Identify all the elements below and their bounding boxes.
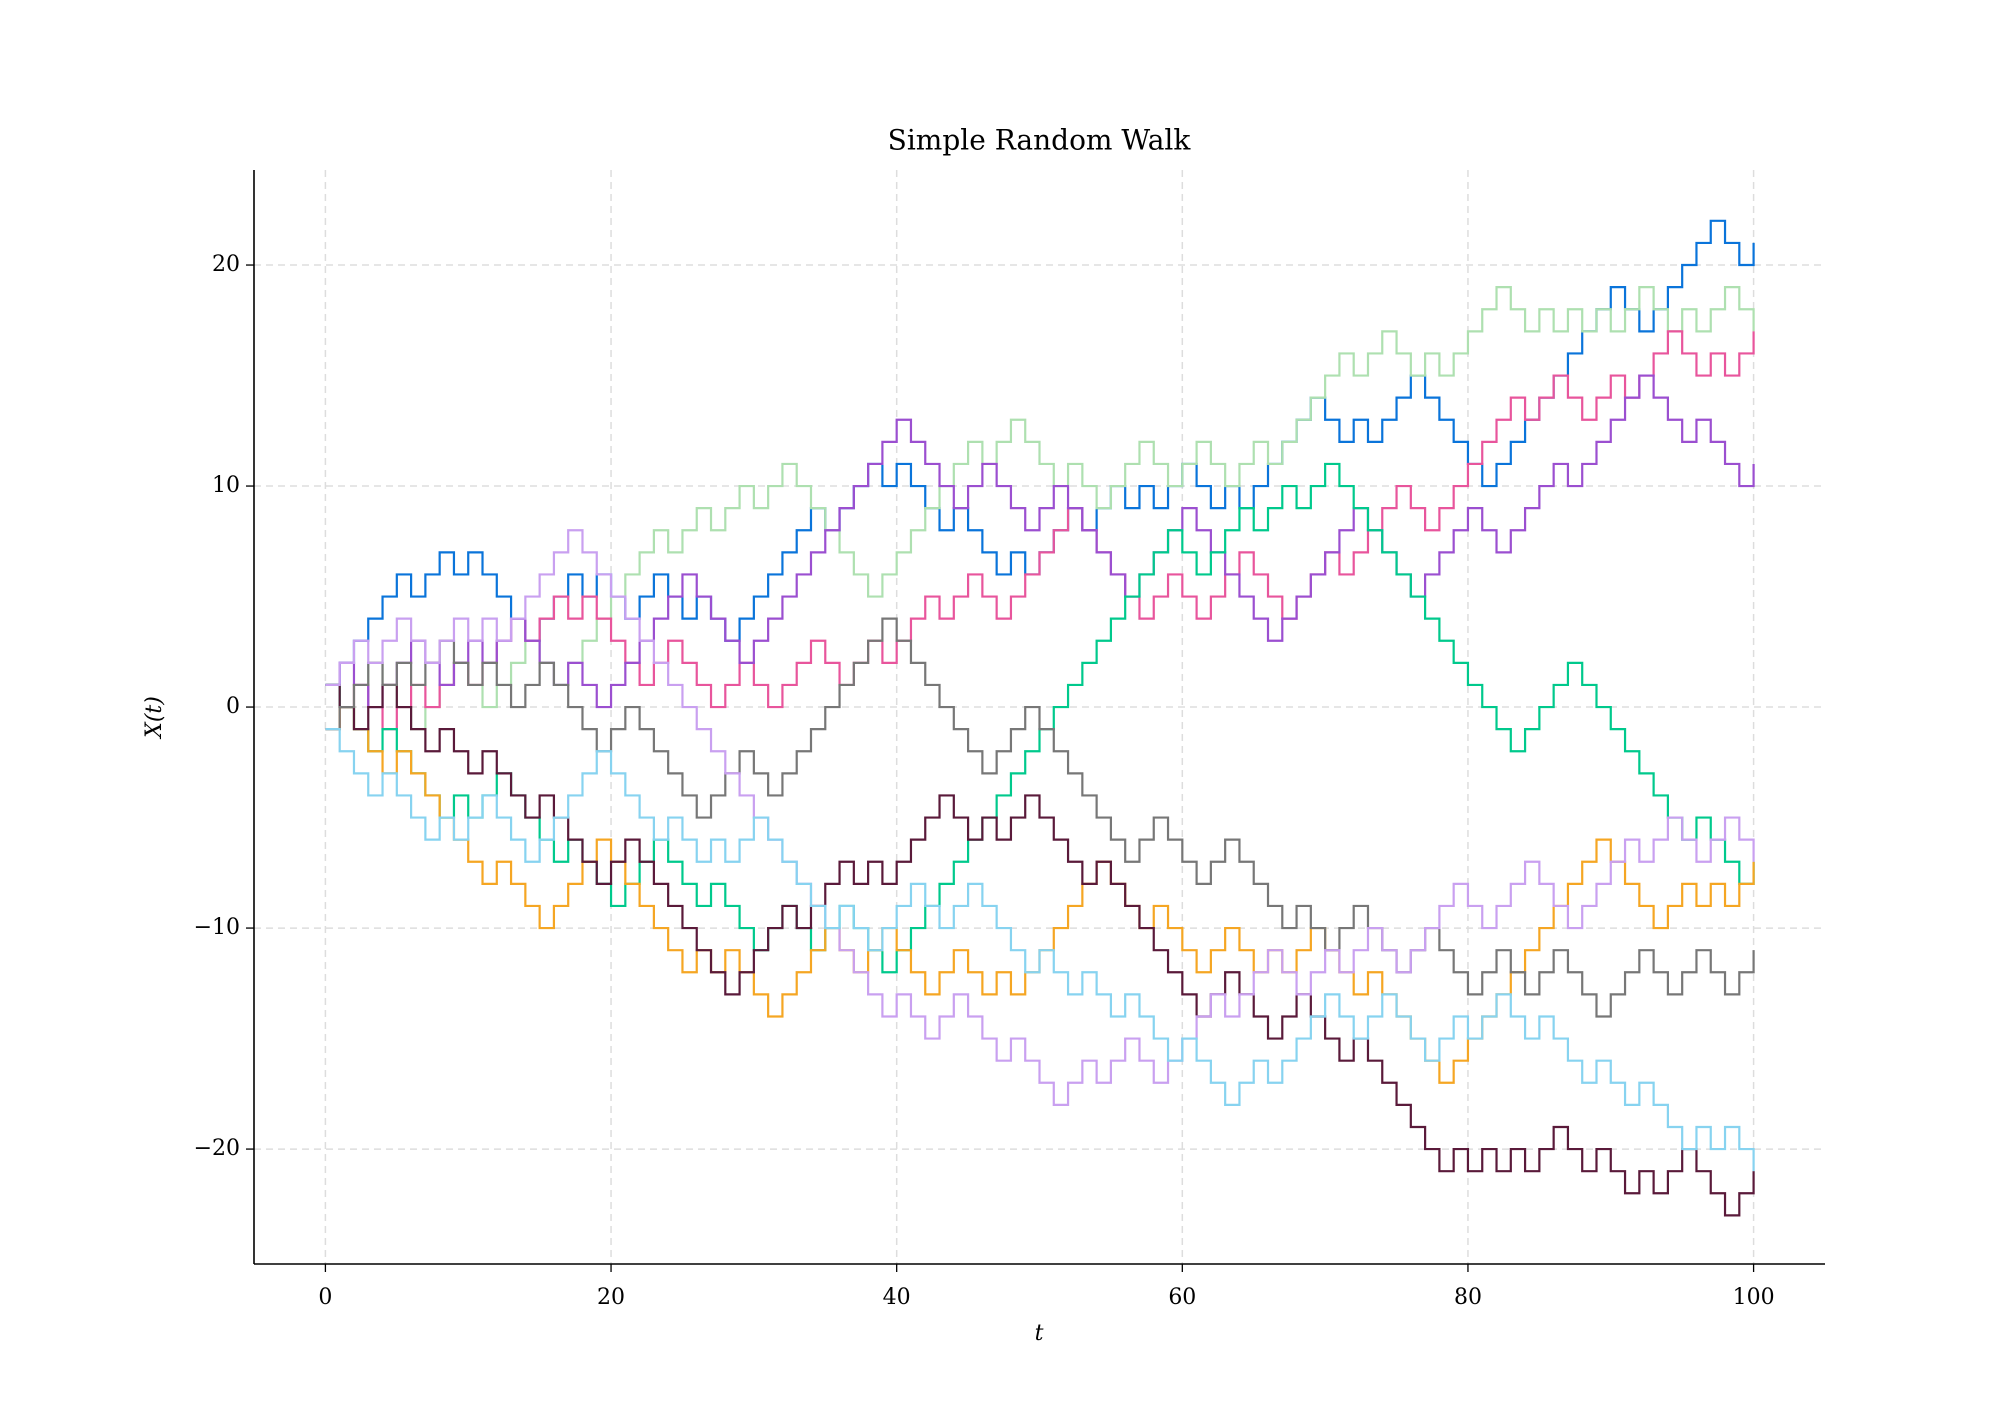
- x-tick-label: 0: [318, 1285, 332, 1310]
- x-axis-label: t: [1035, 1321, 1044, 1346]
- chart-title: Simple Random Walk: [888, 124, 1192, 157]
- walk-line: [325, 374, 1755, 709]
- x-tick-label: 80: [1454, 1285, 1482, 1310]
- walk-line: [325, 728, 1755, 1172]
- y-tick-label: −20: [194, 1136, 240, 1161]
- walk-line: [325, 617, 1755, 1018]
- y-axis-label: X(t): [142, 696, 167, 740]
- walk-line: [325, 529, 1755, 1106]
- x-tick-label: 100: [1733, 1285, 1775, 1310]
- x-tick-label: 20: [597, 1285, 625, 1310]
- walk-line: [325, 330, 1755, 731]
- walk-line: [325, 683, 1755, 1217]
- y-tick-label: 10: [212, 473, 240, 498]
- y-tick-label: −10: [194, 915, 240, 940]
- x-tick-label: 40: [883, 1285, 911, 1310]
- x-tick-label: 60: [1168, 1285, 1196, 1310]
- y-tick-label: 20: [212, 252, 240, 277]
- y-tick-label: 0: [226, 694, 240, 719]
